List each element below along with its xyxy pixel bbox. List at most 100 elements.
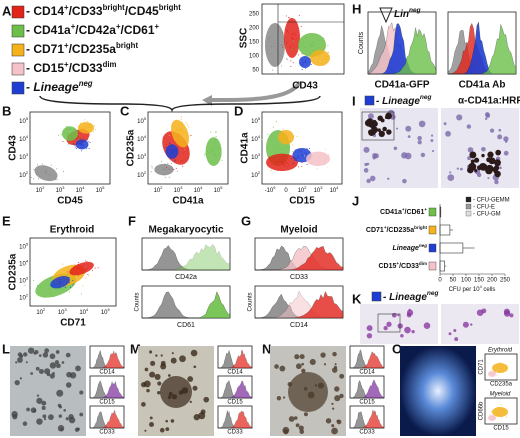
dot (291, 18, 293, 20)
dot (74, 146, 76, 148)
histogram (350, 351, 385, 369)
stained-cell (494, 159, 501, 167)
segmented-label: 103 (58, 307, 67, 316)
stained-cell (469, 151, 477, 159)
label: - CFU-GM (473, 212, 501, 218)
dot (78, 262, 80, 264)
cell-population (492, 407, 508, 417)
dot (178, 146, 180, 148)
cell (36, 418, 43, 425)
cell (494, 179, 499, 185)
dot (306, 154, 308, 156)
dot (206, 151, 208, 153)
dot (310, 50, 312, 52)
dot (310, 163, 312, 165)
cell (387, 177, 390, 180)
dot (82, 127, 84, 129)
dot (81, 150, 83, 152)
cell (323, 363, 327, 366)
dot (95, 128, 97, 130)
dot (163, 168, 165, 170)
cell (11, 411, 18, 418)
label: G (241, 213, 251, 228)
dot (277, 160, 279, 162)
dot (318, 57, 320, 59)
segmented-label: 105 (214, 185, 223, 194)
cell (146, 388, 150, 393)
dot (323, 161, 325, 163)
dot (267, 50, 269, 52)
cell (60, 428, 64, 431)
segmented-label: - CD71+/CD235abright (26, 41, 138, 57)
legend-swatch (428, 261, 437, 271)
cell (141, 402, 146, 407)
dot (324, 148, 326, 150)
text-part: 10 (214, 188, 221, 194)
dot (288, 17, 290, 19)
stained-cell (377, 115, 383, 121)
label: CD33 (99, 430, 115, 436)
dot (151, 165, 153, 167)
dot (56, 276, 58, 278)
dot (275, 22, 277, 24)
dot (309, 45, 311, 47)
dot (297, 150, 299, 152)
dot (81, 143, 83, 145)
dot (305, 36, 307, 38)
dot (49, 285, 51, 287)
label: CD71 (60, 318, 86, 329)
segmented-label: Linneg (394, 7, 421, 19)
segmented-label: 102 (36, 185, 45, 194)
dot (270, 25, 272, 27)
cell (27, 347, 35, 354)
histogram (255, 246, 344, 271)
dot (36, 285, 38, 287)
label: Erythroid (50, 225, 94, 236)
dot (84, 268, 86, 270)
dot (312, 42, 314, 44)
dot (311, 162, 313, 164)
cell (36, 397, 43, 404)
label: CD14 (99, 370, 115, 376)
histogram (448, 24, 517, 75)
label: CD15 (227, 400, 243, 406)
label: O (392, 341, 402, 356)
segmented-label: 102 (154, 185, 163, 194)
cell (334, 395, 341, 402)
cell (65, 352, 71, 358)
dot (500, 416, 502, 418)
histogram (218, 380, 253, 399)
dot (494, 370, 496, 372)
cell (33, 409, 37, 413)
cell (35, 366, 40, 371)
segmented-label: 103 (314, 185, 323, 194)
dot (294, 32, 296, 34)
segmented-label: 105 (96, 185, 105, 194)
cell (320, 352, 326, 358)
dot (295, 34, 297, 36)
dot (172, 151, 174, 153)
dot (503, 409, 505, 411)
cell (42, 352, 49, 358)
text-part: CFU per 10 (449, 287, 481, 293)
dot (69, 286, 71, 288)
dot (284, 136, 286, 138)
label: 250 (500, 278, 511, 284)
dot (261, 139, 263, 141)
label: A (2, 3, 12, 18)
dot (59, 282, 61, 284)
cell (400, 333, 404, 338)
dot (87, 125, 89, 127)
dot (289, 47, 291, 49)
dot (319, 159, 321, 161)
cell (57, 425, 65, 432)
dot (271, 134, 273, 136)
text-part: 10 (330, 188, 337, 194)
dot (184, 148, 186, 150)
dot (312, 153, 314, 155)
label: D (234, 103, 243, 118)
segmented-label: 103 (19, 152, 28, 161)
dot (181, 129, 183, 131)
dot (69, 138, 71, 140)
cell (41, 400, 47, 406)
